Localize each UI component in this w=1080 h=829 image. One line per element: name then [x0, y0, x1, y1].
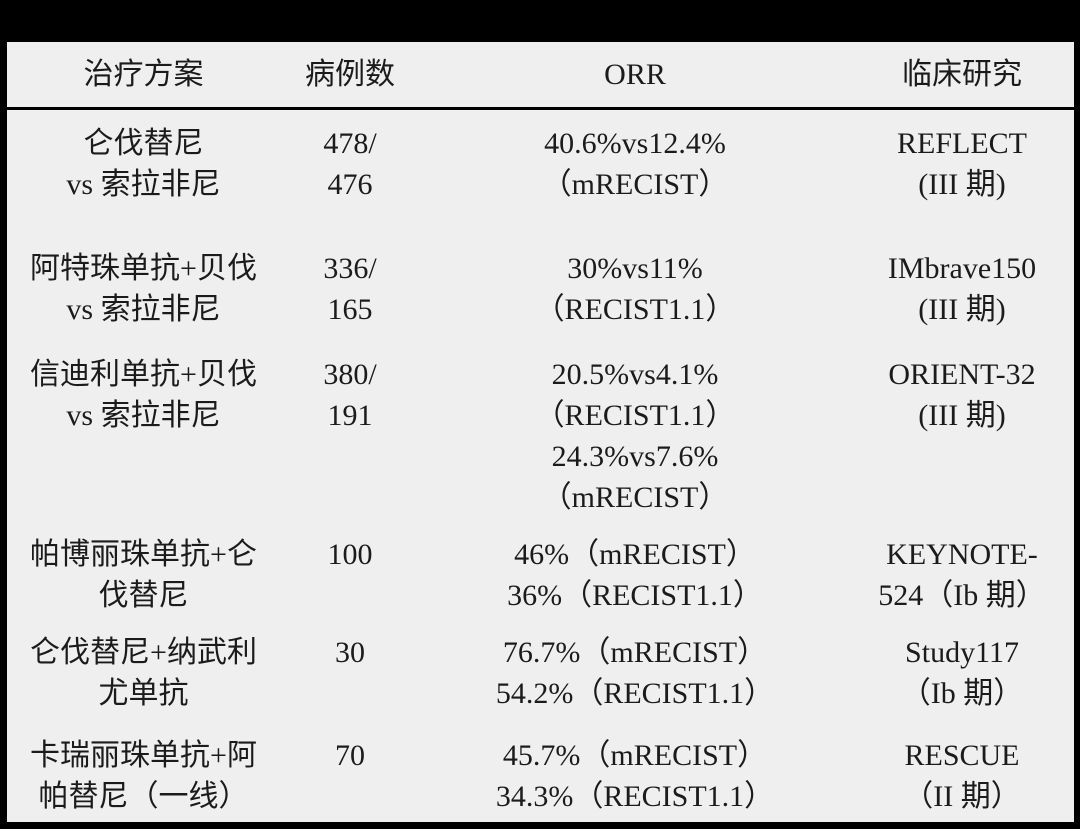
cell-cases: 100: [327, 537, 373, 571]
table-row: 帕博丽珠单抗+仑 伐替尼 100 46%（mRECIST） 36%（RECIST…: [7, 526, 1074, 624]
header-cases: 病例数: [280, 42, 420, 110]
header-orr: ORR: [420, 42, 850, 110]
cell-orr: 20.5%vs4.1% （RECIST1.1） 24.3%vs7.6% （mRE…: [534, 357, 736, 514]
cell-orr: 46%（mRECIST） 36%（RECIST1.1）: [507, 537, 763, 612]
cell-study: REFLECT (III 期): [896, 126, 1027, 201]
cell-cases: 478/ 476: [323, 126, 377, 201]
cell-orr: 76.7%（mRECIST） 54.2%（RECIST1.1）: [495, 636, 775, 711]
cell-orr: 40.6%vs12.4% （mRECIST）: [541, 126, 729, 201]
treatment-orr-table: 治疗方案 病例数 ORR 临床研究 仑伐替尼 vs 索拉非尼 478/ 476 …: [7, 42, 1074, 822]
cell-cases: 30: [335, 636, 365, 670]
cell-orr: 45.7%（mRECIST） 34.3%（RECIST1.1）: [495, 738, 775, 813]
cell-study: IMbrave150 (III 期): [887, 251, 1037, 326]
cell-cases: 380/ 191: [323, 357, 377, 432]
table-row: 阿特珠单抗+贝伐 vs 索拉非尼 336/ 165 30%vs11% （RECI…: [7, 240, 1074, 346]
table-row: 卡瑞丽珠单抗+阿 帕替尼（一线） 70 45.7%（mRECIST） 34.3%…: [7, 727, 1074, 822]
cell-regimen: 信迪利单抗+贝伐 vs 索拉非尼: [30, 357, 257, 432]
cell-cases: 70: [335, 738, 365, 772]
table-row: 仑伐替尼 vs 索拉非尼 478/ 476 40.6%vs12.4% （mREC…: [7, 108, 1074, 240]
cell-regimen: 卡瑞丽珠单抗+阿 帕替尼（一线）: [30, 738, 257, 813]
cell-regimen: 阿特珠单抗+贝伐 vs 索拉非尼: [30, 251, 257, 326]
cell-cases: 336/ 165: [323, 251, 377, 326]
treatment-orr-table-panel: 治疗方案 病例数 ORR 临床研究 仑伐替尼 vs 索拉非尼 478/ 476 …: [7, 42, 1074, 822]
table-row: 仑伐替尼+纳武利 尤单抗 30 76.7%（mRECIST） 54.2%（REC…: [7, 624, 1074, 726]
table-row: 信迪利单抗+贝伐 vs 索拉非尼 380/ 191 20.5%vs4.1% （R…: [7, 346, 1074, 526]
cell-regimen: 帕博丽珠单抗+仑 伐替尼: [30, 537, 257, 612]
cell-study: Study117 （Ib 期）: [900, 636, 1024, 711]
header-regimen: 治疗方案: [7, 42, 280, 110]
cell-study: RESCUE （II 期）: [903, 738, 1021, 813]
cell-study: ORIENT-32 (III 期): [888, 357, 1036, 432]
header-study: 临床研究: [850, 42, 1074, 110]
table-header-row: 治疗方案 病例数 ORR 临床研究: [7, 42, 1074, 110]
cell-regimen: 仑伐替尼+纳武利 尤单抗: [30, 636, 257, 711]
cell-orr: 30%vs11% （RECIST1.1）: [534, 251, 736, 326]
cell-regimen: 仑伐替尼 vs 索拉非尼: [66, 126, 221, 201]
cell-study: KEYNOTE- 524（Ib 期）: [878, 537, 1046, 612]
